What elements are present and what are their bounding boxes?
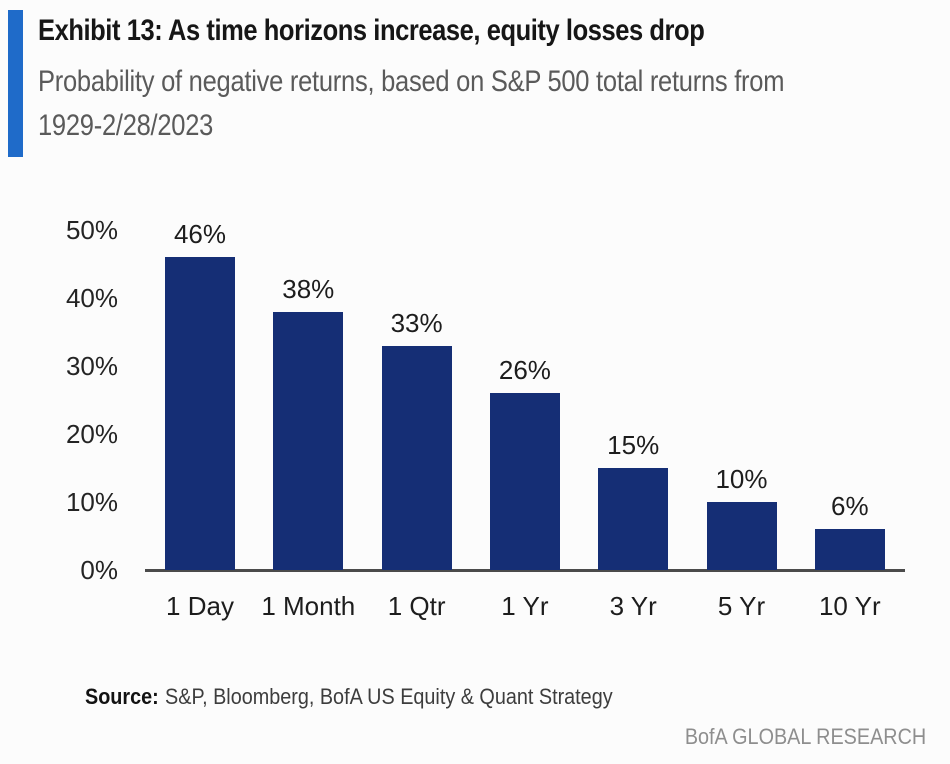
bar-5-yr (706, 502, 777, 570)
x-axis-tick-label-5-yr: 5 Yr (717, 591, 766, 621)
bar-1-day (165, 257, 235, 570)
x-axis-line (145, 569, 905, 572)
bar-1-yr (489, 393, 560, 570)
bar-value-label-1-month: 38% (282, 273, 335, 304)
y-axis-tick-label: 30% (65, 351, 118, 381)
x-axis-tick-label-3-yr: 3 Yr (609, 591, 657, 621)
bar-value-label-10-yr: 6% (831, 491, 869, 522)
x-axis-tick-label-1-yr: 1 Yr (501, 591, 549, 621)
bar-3-yr (598, 468, 669, 570)
y-axis-tick-label: 0% (80, 555, 118, 585)
title-accent-bar (8, 10, 23, 157)
bar-value-label-3-yr: 15% (607, 430, 660, 460)
x-axis-tick-label-10-yr: 10 Yr (818, 591, 881, 621)
source-line: Source: S&P, Bloomberg, BofA US Equity & … (85, 684, 613, 710)
source-label: Source: (85, 684, 159, 709)
bar-value-label-5-yr: 10% (715, 464, 768, 494)
source-text: S&P, Bloomberg, BofA US Equity & Quant S… (165, 684, 613, 709)
x-axis-tick-label-1-qtr: 1 Qtr (387, 591, 446, 621)
bar-value-label-1-qtr: 33% (390, 307, 443, 338)
bar-10-yr (814, 529, 885, 570)
y-axis-tick-label: 10% (65, 487, 118, 517)
y-axis-tick-label: 50% (65, 215, 118, 245)
x-axis-tick-label-1-day: 1 Day (166, 591, 234, 621)
bofa-global-research-brand: BofA GLOBAL RESEARCH (684, 724, 926, 749)
exhibit-title: Exhibit 13: As time horizons increase, e… (38, 14, 705, 47)
bar-1-month (273, 311, 344, 570)
bar-1-qtr (381, 345, 452, 570)
x-axis-tick-label-1-month: 1 Month (261, 591, 356, 621)
exhibit-subtitle-line1: Probability of negative returns, based o… (38, 65, 785, 98)
exhibit-subtitle-line2: 1929-2/28/2023 (38, 109, 214, 142)
y-axis-tick-label: 40% (65, 283, 118, 313)
bar-chart: 50% 40% 30% 20% 10% 0% 46% 1 Day 38% 1 Month 33% 1 … (0, 190, 950, 635)
exhibit-subtitle: Probability of negative returns, based o… (38, 60, 784, 148)
bar-value-label-1-day: 46% (173, 219, 227, 250)
y-axis-tick-label: 20% (65, 419, 118, 449)
bar-value-label-1-yr: 26% (498, 355, 551, 386)
